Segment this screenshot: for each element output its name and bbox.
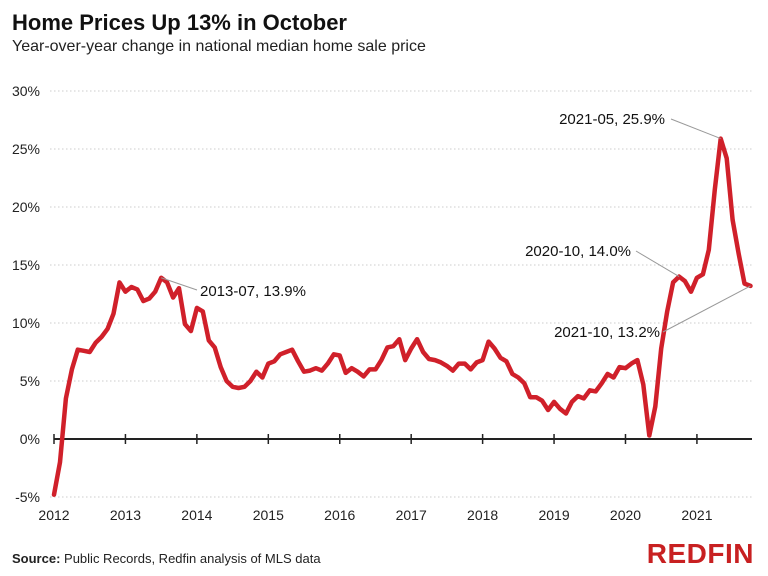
- y-tick-label: 0%: [20, 431, 40, 447]
- x-tick-label: 2016: [324, 507, 355, 523]
- redfin-logo: REDFIN: [646, 538, 754, 569]
- y-tick-label: 20%: [12, 199, 40, 215]
- annotation-label: 2013-07, 13.9%: [200, 283, 306, 300]
- x-tick-label: 2019: [538, 507, 569, 523]
- y-tick-label: 30%: [12, 83, 40, 99]
- x-tick-label: 2015: [253, 507, 284, 523]
- annotation-label: 2021-05, 25.9%: [559, 111, 665, 128]
- x-tick-label: 2014: [181, 507, 212, 523]
- series-line: [51, 136, 753, 497]
- y-tick-label: 5%: [20, 373, 40, 389]
- x-tick-label: 2020: [610, 507, 641, 523]
- source-label: Source:: [12, 551, 61, 566]
- x-tick-label: 2012: [38, 507, 69, 523]
- y-tick-label: 15%: [12, 257, 40, 273]
- x-tick-label: 2018: [467, 507, 498, 523]
- x-tick-label: 2021: [681, 507, 712, 523]
- annotation-label: 2021-10, 13.2%: [554, 324, 660, 341]
- annotation-leader-line: [160, 277, 198, 291]
- source-text: Public Records, Redfin analysis of MLS d…: [64, 551, 321, 566]
- y-tick-label: 25%: [12, 141, 40, 157]
- chart-subtitle: Year-over-year change in national median…: [12, 38, 426, 55]
- x-tick-label: 2013: [110, 507, 141, 523]
- annotation-label: 2020-10, 14.0%: [525, 243, 631, 260]
- y-tick-label: 10%: [12, 315, 40, 331]
- y-tick-label: -5%: [15, 489, 40, 505]
- annotation-leader-line: [670, 118, 721, 140]
- x-tick-label: 2017: [396, 507, 427, 523]
- chart-title: Home Prices Up 13% in October: [12, 10, 347, 35]
- annotation-leader-line: [662, 285, 751, 333]
- annotation-leader-line: [635, 250, 680, 278]
- source-note: Source: Public Records, Redfin analysis …: [12, 551, 321, 566]
